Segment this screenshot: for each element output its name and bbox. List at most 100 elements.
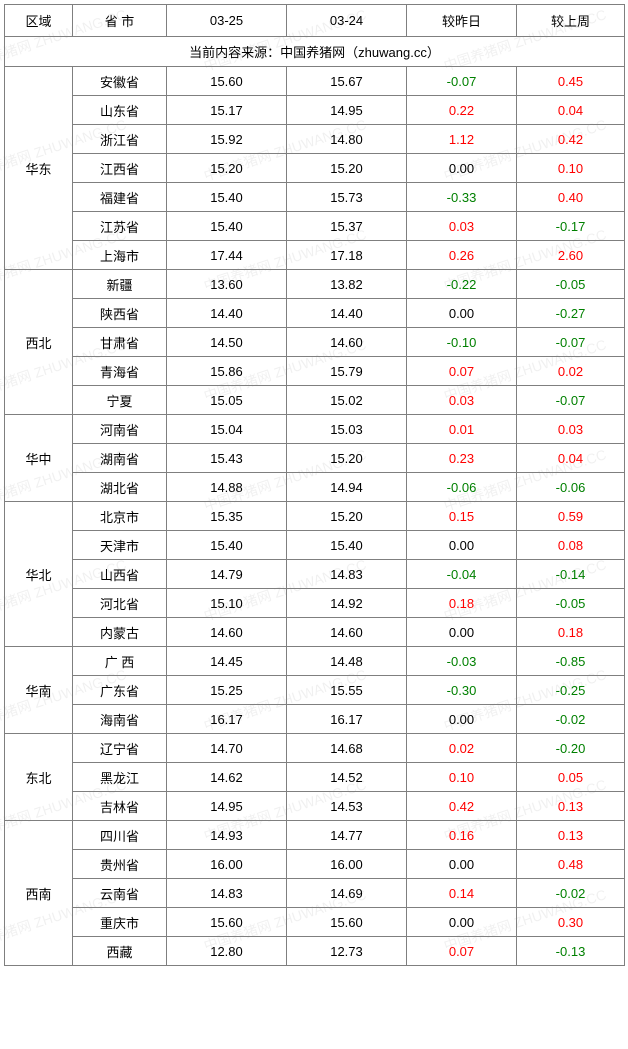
delta-week-cell: 0.30 (517, 908, 625, 937)
delta-day-cell: 0.22 (407, 96, 517, 125)
col-region: 区域 (5, 5, 73, 37)
price-d2-cell: 14.95 (287, 96, 407, 125)
region-cell: 华北 (5, 502, 73, 647)
delta-week-cell: 0.18 (517, 618, 625, 647)
region-cell: 华东 (5, 67, 73, 270)
table-row: 云南省14.8314.690.14-0.02 (5, 879, 625, 908)
price-d1-cell: 15.20 (167, 154, 287, 183)
price-d1-cell: 15.40 (167, 212, 287, 241)
province-cell: 江西省 (73, 154, 167, 183)
table-row: 华中河南省15.0415.030.010.03 (5, 415, 625, 444)
delta-day-cell: 0.00 (407, 908, 517, 937)
delta-day-cell: 0.03 (407, 212, 517, 241)
delta-week-cell: -0.02 (517, 705, 625, 734)
price-d2-cell: 14.68 (287, 734, 407, 763)
province-cell: 北京市 (73, 502, 167, 531)
price-d2-cell: 16.00 (287, 850, 407, 879)
table-row: 湖南省15.4315.200.230.04 (5, 444, 625, 473)
delta-week-cell: -0.17 (517, 212, 625, 241)
delta-day-cell: 1.12 (407, 125, 517, 154)
delta-day-cell: 0.10 (407, 763, 517, 792)
price-d1-cell: 15.10 (167, 589, 287, 618)
col-date1: 03-25 (167, 5, 287, 37)
price-d1-cell: 14.40 (167, 299, 287, 328)
price-d2-cell: 16.17 (287, 705, 407, 734)
source-row: 当前内容来源：中国养猪网（zhuwang.cc） (5, 37, 625, 67)
price-d2-cell: 15.37 (287, 212, 407, 241)
table-row: 山东省15.1714.950.220.04 (5, 96, 625, 125)
region-cell: 西南 (5, 821, 73, 966)
delta-day-cell: 0.23 (407, 444, 517, 473)
delta-week-cell: 0.10 (517, 154, 625, 183)
price-d1-cell: 15.40 (167, 531, 287, 560)
col-province: 省 市 (73, 5, 167, 37)
province-cell: 甘肃省 (73, 328, 167, 357)
price-d1-cell: 13.60 (167, 270, 287, 299)
price-d2-cell: 14.92 (287, 589, 407, 618)
price-d2-cell: 15.03 (287, 415, 407, 444)
province-cell: 安徽省 (73, 67, 167, 96)
table-row: 湖北省14.8814.94-0.06-0.06 (5, 473, 625, 502)
price-d2-cell: 15.20 (287, 444, 407, 473)
table-row: 河北省15.1014.920.18-0.05 (5, 589, 625, 618)
price-d2-cell: 14.40 (287, 299, 407, 328)
price-d1-cell: 14.45 (167, 647, 287, 676)
source-text: 当前内容来源：中国养猪网（zhuwang.cc） (5, 37, 625, 67)
province-cell: 浙江省 (73, 125, 167, 154)
price-d2-cell: 14.83 (287, 560, 407, 589)
province-cell: 宁夏 (73, 386, 167, 415)
price-d2-cell: 17.18 (287, 241, 407, 270)
province-cell: 吉林省 (73, 792, 167, 821)
province-cell: 上海市 (73, 241, 167, 270)
table-row: 江西省15.2015.200.000.10 (5, 154, 625, 183)
province-cell: 天津市 (73, 531, 167, 560)
delta-day-cell: 0.15 (407, 502, 517, 531)
price-d2-cell: 15.60 (287, 908, 407, 937)
delta-day-cell: 0.14 (407, 879, 517, 908)
table-row: 西南四川省14.9314.770.160.13 (5, 821, 625, 850)
price-d2-cell: 15.02 (287, 386, 407, 415)
delta-day-cell: 0.00 (407, 531, 517, 560)
price-d2-cell: 14.53 (287, 792, 407, 821)
region-cell: 西北 (5, 270, 73, 415)
price-d1-cell: 14.50 (167, 328, 287, 357)
price-d1-cell: 14.70 (167, 734, 287, 763)
delta-week-cell: -0.07 (517, 328, 625, 357)
province-cell: 湖南省 (73, 444, 167, 473)
header-row: 区域 省 市 03-25 03-24 较昨日 较上周 (5, 5, 625, 37)
delta-day-cell: -0.33 (407, 183, 517, 212)
table-row: 上海市17.4417.180.262.60 (5, 241, 625, 270)
table-row: 内蒙古14.6014.600.000.18 (5, 618, 625, 647)
delta-day-cell: 0.00 (407, 850, 517, 879)
delta-week-cell: 0.13 (517, 792, 625, 821)
table-row: 海南省16.1716.170.00-0.02 (5, 705, 625, 734)
table-row: 青海省15.8615.790.070.02 (5, 357, 625, 386)
province-cell: 广东省 (73, 676, 167, 705)
price-d2-cell: 14.60 (287, 618, 407, 647)
province-cell: 山东省 (73, 96, 167, 125)
delta-day-cell: 0.18 (407, 589, 517, 618)
delta-week-cell: -0.13 (517, 937, 625, 966)
price-d1-cell: 14.60 (167, 618, 287, 647)
price-d2-cell: 15.20 (287, 502, 407, 531)
price-d2-cell: 15.40 (287, 531, 407, 560)
table-row: 重庆市15.6015.600.000.30 (5, 908, 625, 937)
price-d2-cell: 15.67 (287, 67, 407, 96)
col-vs-yesterday: 较昨日 (407, 5, 517, 37)
region-cell: 华中 (5, 415, 73, 502)
delta-week-cell: 2.60 (517, 241, 625, 270)
delta-day-cell: 0.07 (407, 937, 517, 966)
price-d1-cell: 15.86 (167, 357, 287, 386)
delta-day-cell: -0.04 (407, 560, 517, 589)
delta-week-cell: 0.08 (517, 531, 625, 560)
price-d2-cell: 14.48 (287, 647, 407, 676)
delta-week-cell: 0.13 (517, 821, 625, 850)
delta-week-cell: -0.85 (517, 647, 625, 676)
delta-week-cell: 0.04 (517, 96, 625, 125)
price-d1-cell: 15.05 (167, 386, 287, 415)
province-cell: 山西省 (73, 560, 167, 589)
price-d2-cell: 14.52 (287, 763, 407, 792)
delta-week-cell: -0.20 (517, 734, 625, 763)
table-row: 江苏省15.4015.370.03-0.17 (5, 212, 625, 241)
price-d2-cell: 15.55 (287, 676, 407, 705)
